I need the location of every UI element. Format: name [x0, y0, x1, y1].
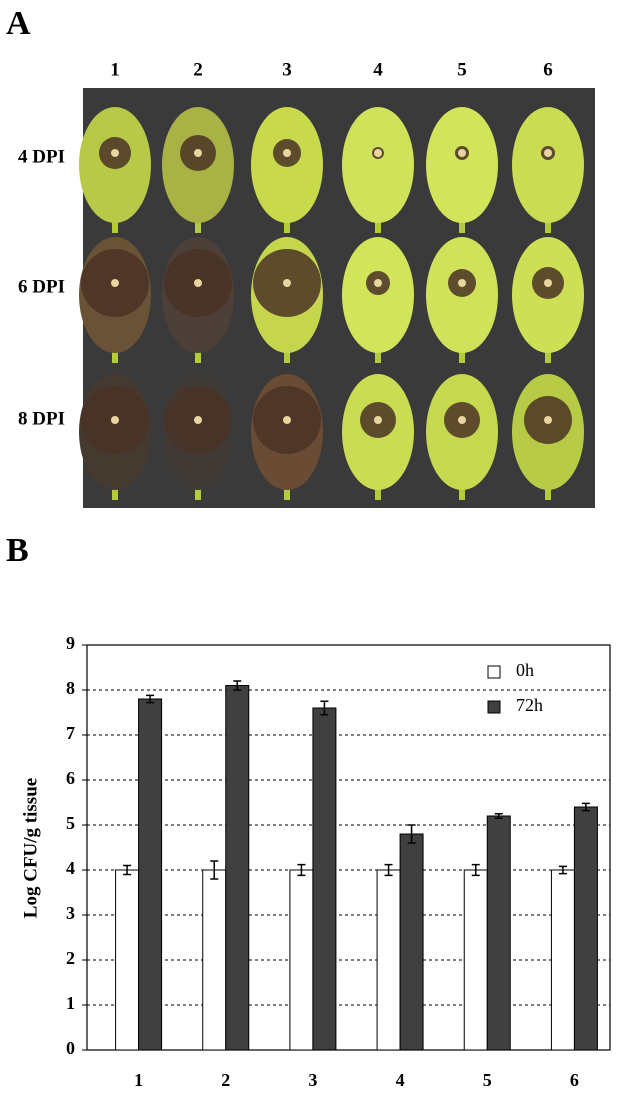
error-bar	[297, 863, 306, 877]
x-tick-label: 3	[308, 1070, 317, 1090]
row-label: 6 DPI	[18, 276, 65, 297]
wound	[283, 279, 291, 287]
bar	[115, 869, 140, 1051]
row-label: 4 DPI	[18, 146, 65, 167]
bar	[312, 707, 337, 1051]
error-bar	[233, 680, 242, 691]
column-label: 1	[110, 59, 120, 80]
error-bar	[407, 824, 416, 844]
bar	[289, 869, 314, 1051]
pear	[426, 107, 498, 223]
wound	[194, 149, 202, 157]
y-tick-label: 8	[66, 678, 75, 698]
bar	[463, 869, 488, 1051]
column-label: 6	[543, 59, 553, 80]
x-tick-label: 4	[396, 1070, 405, 1090]
pear	[342, 107, 414, 223]
legend-label: 72h	[516, 695, 543, 715]
plot-frame	[86, 644, 611, 1051]
wound	[458, 416, 466, 424]
row-label: 8 DPI	[18, 408, 65, 429]
wound	[374, 416, 382, 424]
legend-swatch	[487, 665, 501, 679]
wound	[111, 149, 119, 157]
bar	[550, 869, 575, 1051]
error-bar	[558, 865, 567, 875]
x-tick-label: 2	[221, 1070, 230, 1090]
bar	[376, 869, 401, 1051]
wound	[458, 149, 466, 157]
error-bar	[210, 860, 219, 880]
legend-label: 0h	[516, 660, 534, 680]
panel-label: A	[6, 5, 31, 42]
pear	[512, 107, 584, 223]
error-bar	[471, 863, 480, 877]
wound	[374, 279, 382, 287]
y-tick-label: 4	[66, 858, 75, 878]
error-bar	[384, 863, 393, 877]
wound	[194, 279, 202, 287]
bar	[573, 806, 598, 1051]
photo-panel	[79, 88, 595, 508]
y-tick-label: 2	[66, 948, 75, 968]
error-bar	[320, 700, 329, 716]
error-bar	[146, 694, 155, 704]
column-label: 5	[457, 59, 467, 80]
y-tick-label: 0	[66, 1038, 75, 1058]
wound	[283, 416, 291, 424]
wound	[111, 279, 119, 287]
wound	[374, 149, 382, 157]
x-tick-label: 1	[134, 1070, 143, 1090]
y-tick-label: 6	[66, 768, 75, 788]
y-tick-label: 3	[66, 903, 75, 923]
y-tick-label: 1	[66, 993, 75, 1013]
y-tick-label: 7	[66, 723, 75, 743]
x-tick-label: 6	[570, 1070, 579, 1090]
bar	[399, 833, 424, 1051]
error-bar	[494, 813, 503, 819]
bar	[486, 815, 511, 1051]
panel-label: B	[6, 532, 29, 569]
bar	[225, 685, 250, 1051]
wound	[544, 416, 552, 424]
error-bar	[123, 864, 132, 876]
wound	[283, 149, 291, 157]
legend-swatch	[487, 700, 501, 714]
column-label: 2	[193, 59, 203, 80]
wound	[544, 279, 552, 287]
y-tick-label: 5	[66, 813, 75, 833]
column-label: 3	[282, 59, 292, 80]
wound	[458, 279, 466, 287]
wound	[544, 149, 552, 157]
y-tick-label: 9	[66, 633, 75, 653]
wound	[194, 416, 202, 424]
x-tick-label: 5	[483, 1070, 492, 1090]
bar	[138, 698, 163, 1051]
column-label: 4	[373, 59, 383, 80]
bar	[202, 869, 227, 1051]
y-axis-label: Log CFU/g tissue	[20, 778, 41, 918]
error-bar	[581, 802, 590, 812]
wound	[111, 416, 119, 424]
